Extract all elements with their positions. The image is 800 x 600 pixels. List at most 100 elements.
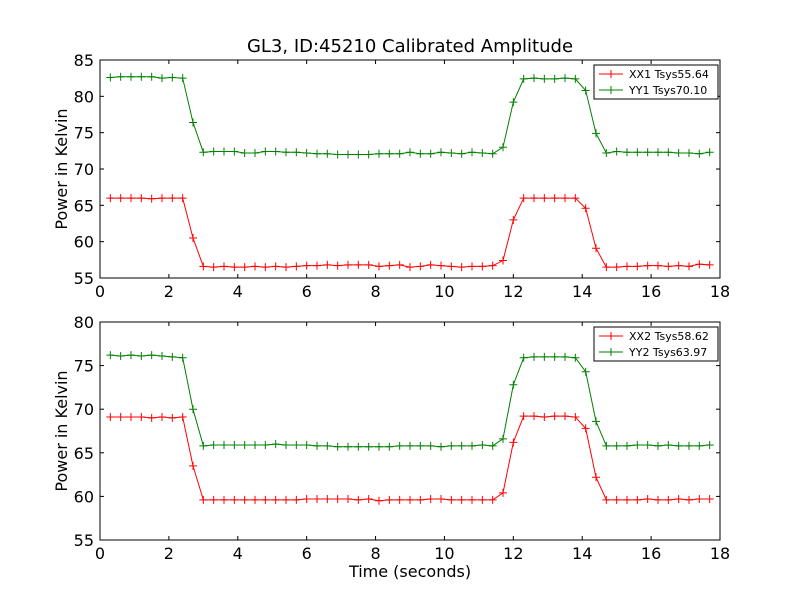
data-point <box>199 495 208 504</box>
data-point <box>313 261 321 270</box>
data-point <box>364 495 373 504</box>
data-point <box>654 148 662 157</box>
data-point <box>302 149 311 158</box>
data-point <box>592 473 600 482</box>
y-tick-label: 70 <box>74 400 94 419</box>
y-tick-label: 80 <box>74 313 94 332</box>
data-point <box>705 260 714 269</box>
data-point <box>705 148 714 157</box>
data-point <box>530 412 538 421</box>
data-point <box>147 351 156 360</box>
data-point <box>333 442 342 451</box>
data-point <box>602 149 611 158</box>
y-tick-label: 65 <box>74 196 94 215</box>
data-point <box>333 495 342 504</box>
x-tick-label: 12 <box>503 544 523 563</box>
data-point <box>530 352 538 361</box>
data-point <box>633 262 642 271</box>
data-point <box>240 149 249 158</box>
data-point <box>158 74 166 83</box>
data-point <box>654 495 662 504</box>
data-point <box>509 215 518 224</box>
data-point <box>509 380 518 389</box>
data-point <box>571 194 580 203</box>
x-tick-label: 14 <box>572 282 592 301</box>
data-point <box>385 261 394 270</box>
data-point <box>623 495 631 504</box>
data-point <box>395 441 404 450</box>
data-point <box>127 413 135 422</box>
x-axis-label: Time (seconds) <box>348 562 471 581</box>
data-point <box>612 263 621 272</box>
data-point <box>313 441 321 450</box>
data-point <box>106 413 115 422</box>
data-point <box>116 194 125 203</box>
data-point <box>168 413 177 422</box>
x-tick-label: 18 <box>710 544 730 563</box>
data-point <box>406 148 414 157</box>
data-point <box>674 149 683 158</box>
data-point <box>695 260 704 269</box>
data-point <box>437 442 445 451</box>
data-point <box>499 434 507 443</box>
data-point <box>282 263 290 272</box>
data-point <box>354 442 363 451</box>
data-point <box>406 263 414 272</box>
y-tick-label: 80 <box>74 87 94 106</box>
data-point <box>674 261 683 270</box>
bottom-chart: 0 2 4 6 8 10 12 14 16 18 55 60 65 70 75 80 Power in Kelv… <box>52 313 730 581</box>
data-point <box>623 262 631 271</box>
data-point <box>189 234 197 243</box>
data-point <box>395 149 404 158</box>
x-tick-label: 16 <box>641 282 661 301</box>
y-axis-label: Power in Kelvin <box>52 370 71 491</box>
data-point <box>261 495 270 504</box>
x-tick-label: 12 <box>503 282 523 301</box>
data-point <box>364 150 373 159</box>
data-point <box>623 148 631 157</box>
data-point <box>375 496 383 505</box>
y-tick-label: 55 <box>74 531 94 550</box>
data-point <box>468 441 476 450</box>
data-point <box>106 194 115 203</box>
data-point <box>158 352 166 361</box>
axes-frame <box>99 321 721 541</box>
data-point <box>344 442 352 451</box>
data-point <box>178 413 187 422</box>
data-point <box>602 441 611 450</box>
data-point <box>209 263 218 272</box>
data-point <box>137 72 146 81</box>
data-point <box>302 261 311 270</box>
data-point <box>643 495 652 504</box>
data-point <box>530 194 538 203</box>
data-point <box>437 148 445 157</box>
legend-swatch-marker <box>607 348 615 356</box>
figure-title: GL3, ID:45210 Calibrated Amplitude <box>247 36 573 57</box>
data-point <box>292 495 301 504</box>
data-point <box>550 194 559 203</box>
data-point <box>550 352 559 361</box>
data-point <box>137 194 146 203</box>
data-point <box>313 149 321 158</box>
data-point <box>323 149 332 158</box>
data-point <box>437 495 445 504</box>
data-point <box>354 260 363 269</box>
data-point <box>240 495 249 504</box>
data-point <box>230 495 239 504</box>
data-point <box>158 413 166 422</box>
data-point <box>354 495 363 504</box>
x-tick-label: 8 <box>370 544 380 563</box>
data-point <box>674 495 683 504</box>
x-tick-label: 0 <box>95 544 105 563</box>
data-point <box>385 149 394 158</box>
data-point <box>695 149 704 158</box>
y-tick-label: 70 <box>74 160 94 179</box>
data-point <box>612 147 621 156</box>
legend-box <box>593 326 719 362</box>
data-point <box>406 495 414 504</box>
data-point <box>199 148 208 157</box>
data-point <box>302 495 311 504</box>
data-point <box>406 441 414 450</box>
data-point <box>550 412 559 421</box>
data-point <box>127 194 135 203</box>
